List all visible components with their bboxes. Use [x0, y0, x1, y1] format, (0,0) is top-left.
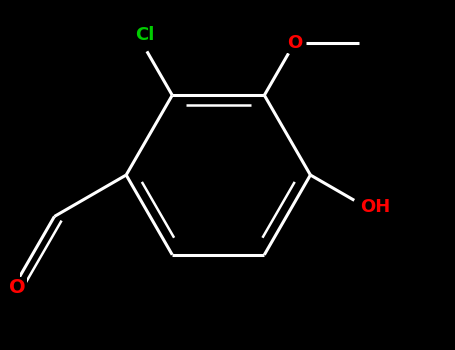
- Text: O: O: [287, 34, 302, 52]
- Text: O: O: [9, 278, 26, 297]
- Text: OH: OH: [360, 198, 390, 216]
- Text: Cl: Cl: [135, 26, 154, 44]
